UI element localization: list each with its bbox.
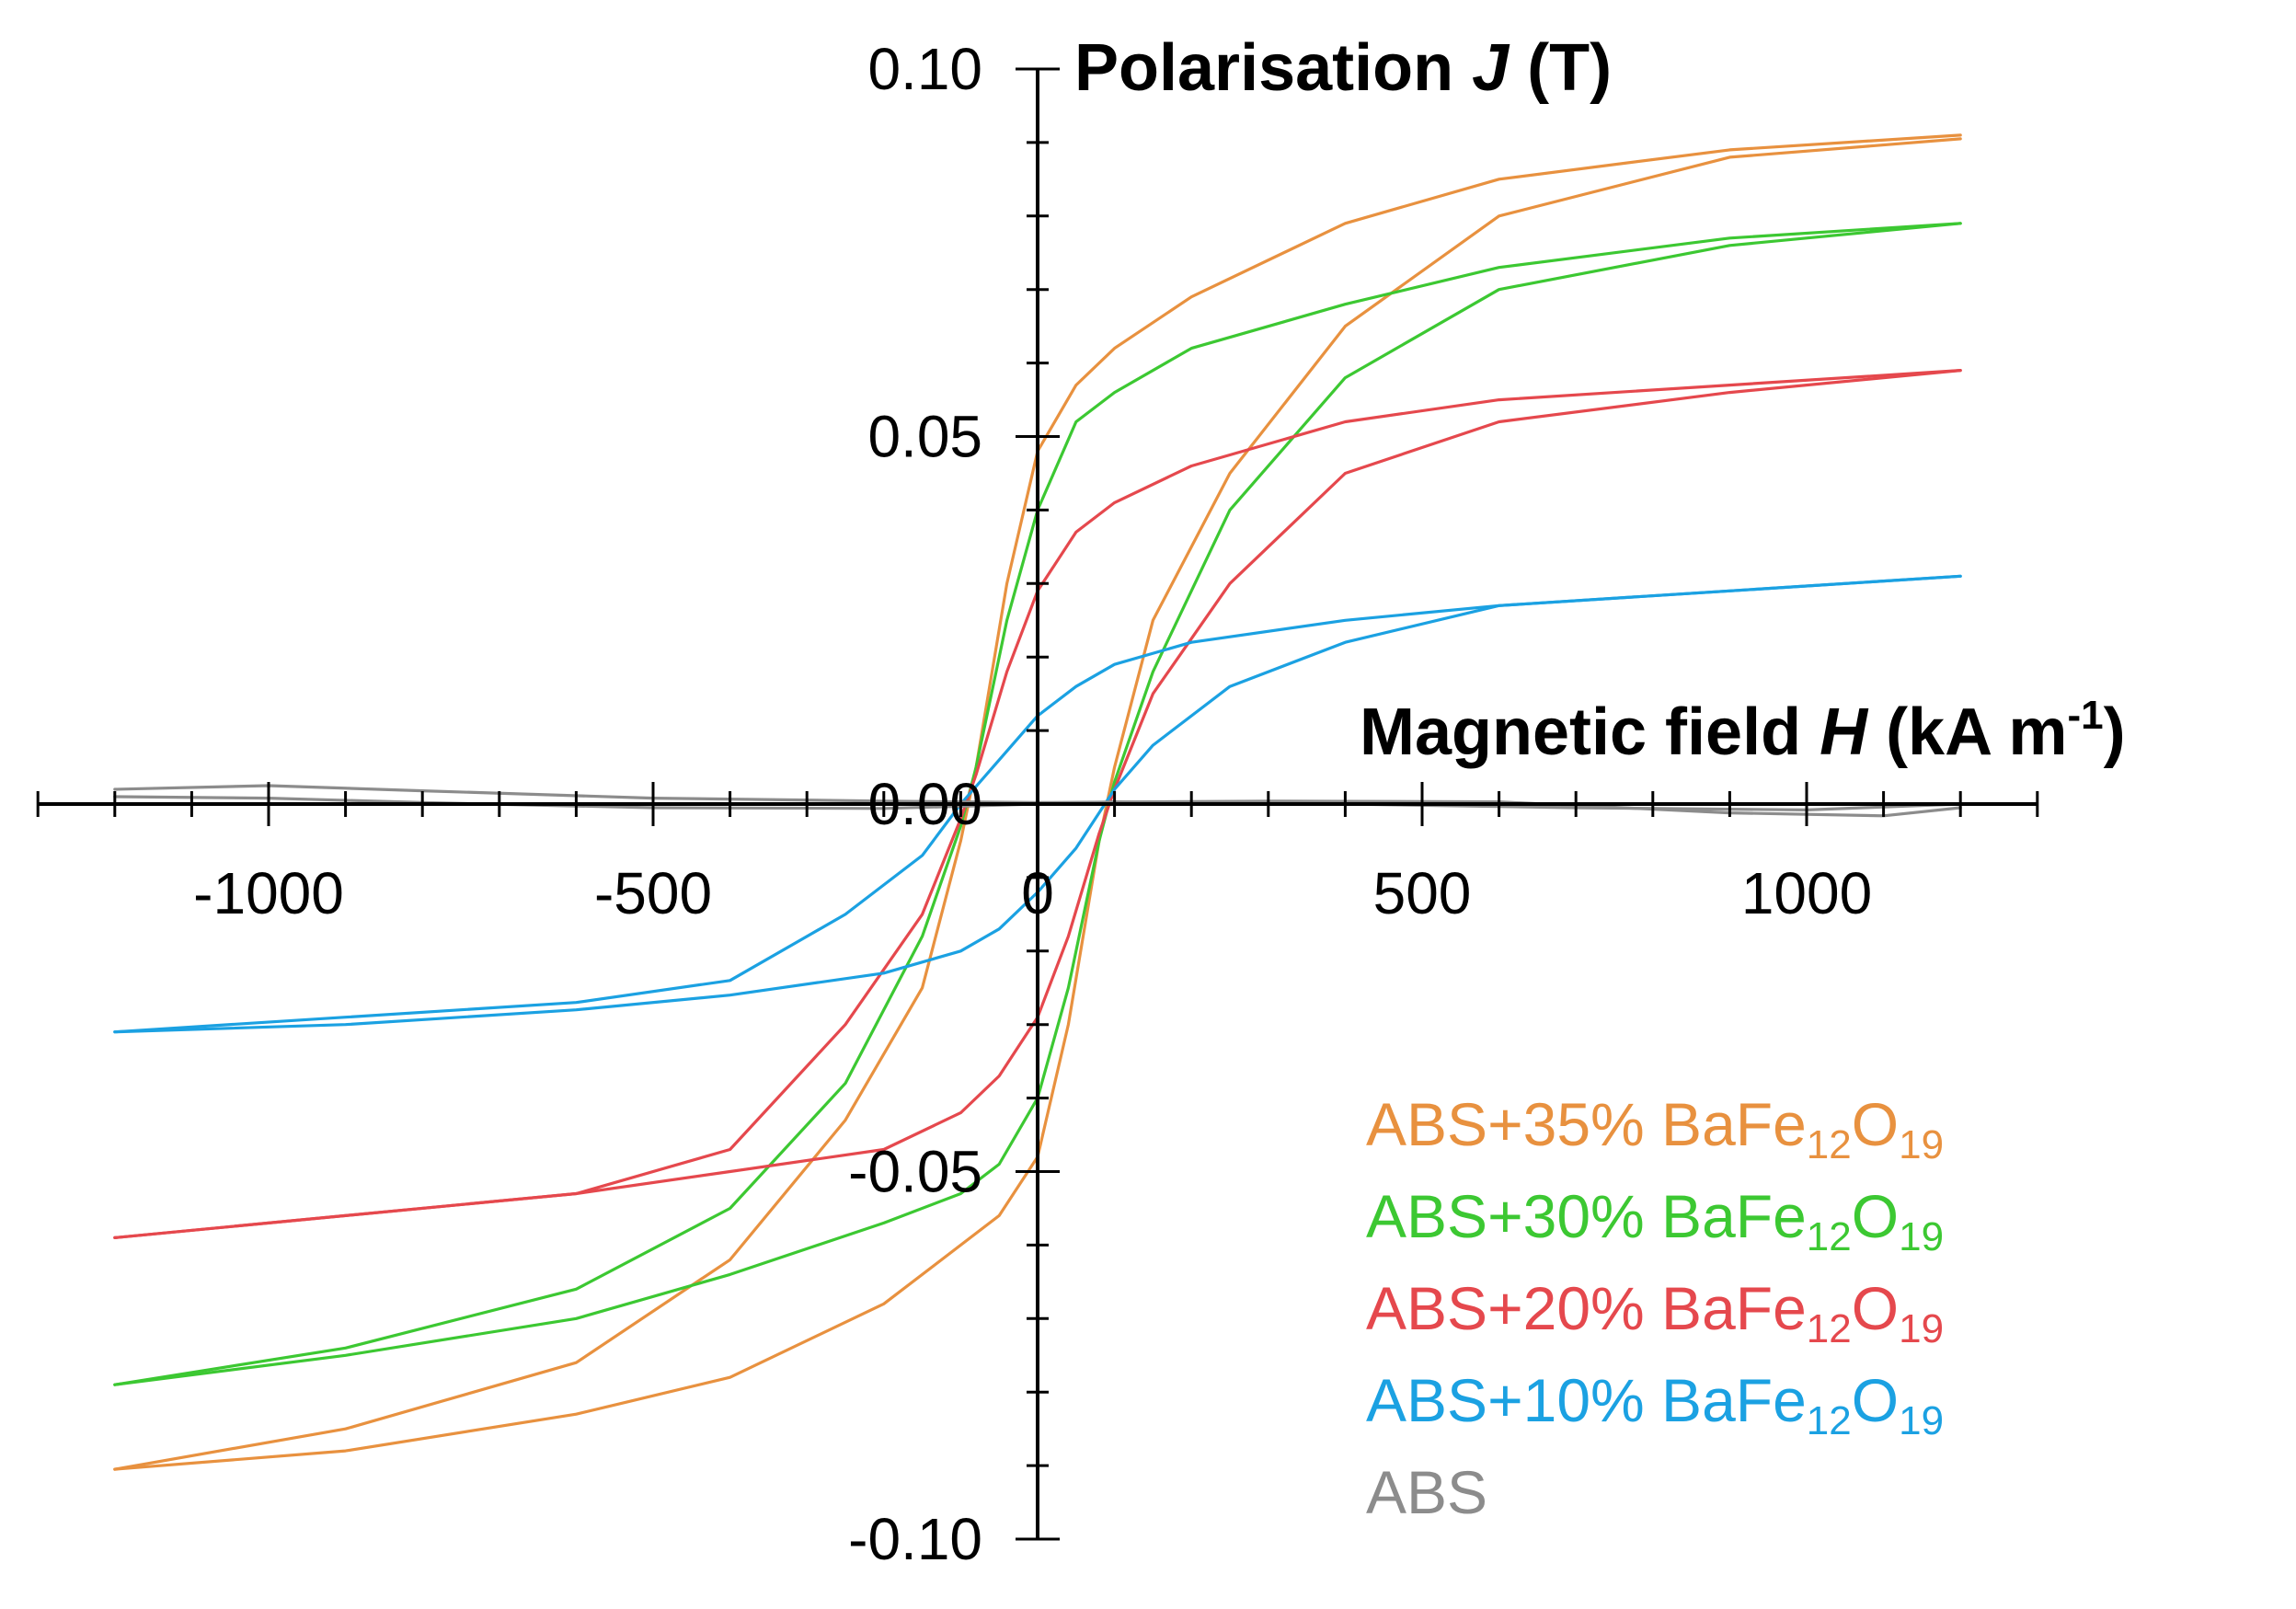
y-tick-label: -0.10: [848, 1506, 982, 1572]
axes-layer: -1000 -500 0 500 1000 0.10 0.05 0.00 -0.05 -0.10: [36, 36, 2039, 1572]
y-axis-title: Polarisation J (T): [1074, 31, 1612, 105]
series-line-1-branch-0: [113, 222, 1962, 1386]
y-tick-label: -0.05: [848, 1139, 982, 1205]
x-axis-title: Magnetic field H (kA m-1): [1360, 693, 2126, 769]
series-line-0-branch-1: [113, 137, 1962, 1471]
series-line-1-branch-1: [113, 222, 1962, 1386]
legend-entry: ABS+20% BaFe12O19: [1366, 1274, 1944, 1351]
x-tick-label: -1000: [193, 860, 344, 926]
y-tick-label: 0.10: [867, 36, 982, 102]
series-line-2-branch-0: [113, 369, 1962, 1239]
x-tick-label: -500: [594, 860, 712, 926]
x-tick-label: 1000: [1741, 860, 1872, 926]
legend-entry: ABS: [1366, 1458, 1487, 1526]
legend-entry: ABS+35% BaFe12O19: [1366, 1090, 1944, 1167]
legend: ABS+35% BaFe12O19 ABS+30% BaFe12O19 ABS+20…: [1366, 1090, 1944, 1526]
series-line-3-branch-0: [113, 574, 1962, 1034]
x-tick-label: 500: [1373, 860, 1472, 926]
x-tick-label: 0: [1021, 860, 1054, 926]
y-tick-label: 0.00: [867, 771, 982, 837]
series-line-3-branch-1: [113, 574, 1962, 1034]
legend-entry: ABS+10% BaFe12O19: [1366, 1366, 1944, 1443]
series-line-0-branch-0: [113, 133, 1962, 1471]
legend-entry: ABS+30% BaFe12O19: [1366, 1182, 1944, 1259]
y-tick-label: 0.05: [867, 404, 982, 470]
series-line-2-branch-1: [113, 369, 1962, 1239]
